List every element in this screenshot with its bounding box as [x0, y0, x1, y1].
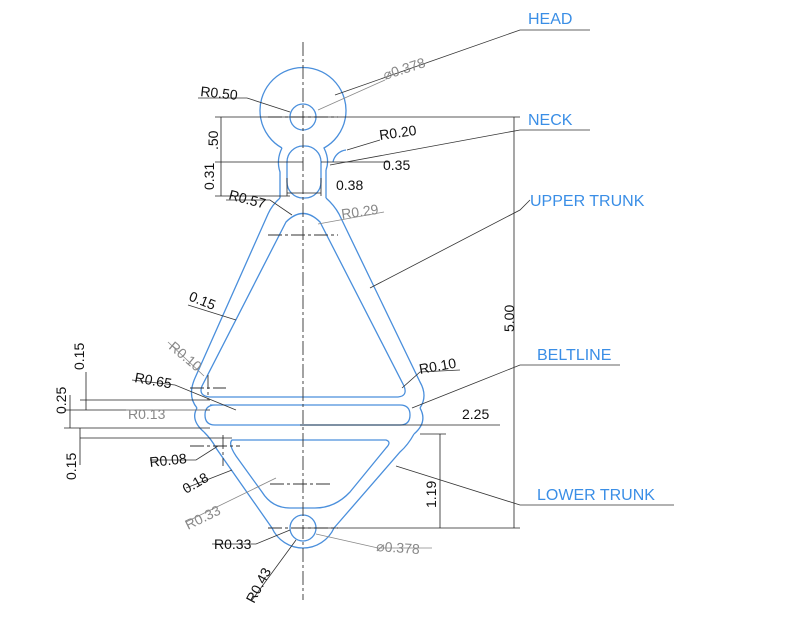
callout-neck: NECK — [528, 112, 573, 129]
callout-head: HEAD — [528, 11, 572, 28]
upper-trunk-inner — [200, 212, 406, 398]
dim-lower-inner-radius: R0.33 — [182, 502, 223, 533]
dim-foot-radius-outer: R0.43 — [243, 565, 275, 606]
foot-outline — [271, 527, 335, 549]
dim-slot-inner-width: 0.38 — [336, 177, 363, 193]
dim-belt-top-wall: 0.15 — [71, 343, 87, 370]
dim-foot-hole-dia: ⌀0.378 — [376, 538, 421, 557]
dim-neck-height: .50 — [205, 130, 221, 150]
dim-belt-end-radius: R0.65 — [133, 369, 173, 391]
callout-beltline: BELTLINE — [537, 347, 611, 364]
dim-neck-radius: R0.20 — [378, 122, 417, 143]
lower-trunk-inner — [230, 439, 390, 509]
dimension-labels: ⌀0.378 R0.50 R0.20 .50 0.35 0.31 0.38 R0… — [53, 54, 517, 605]
dim-head-radius: R0.50 — [200, 83, 239, 103]
leader-lines — [126, 29, 674, 601]
callout-labels: HEAD NECK UPPER TRUNK BELTLINE LOWER TRU… — [528, 11, 655, 504]
dim-belt-width: 2.25 — [462, 406, 489, 422]
head-outline — [259, 66, 347, 171]
dim-lower-corner-radius: R0.08 — [149, 450, 188, 470]
callout-upper-trunk: UPPER TRUNK — [530, 193, 645, 210]
dim-belt-slot-radius: R0.13 — [128, 406, 166, 422]
dim-belt-slot-height: 0.25 — [53, 387, 69, 414]
dim-belt-bottom-wall: 0.15 — [63, 453, 79, 480]
neck-slot — [286, 145, 322, 199]
dim-head-hole-dia: ⌀0.378 — [381, 54, 427, 83]
dim-slot-height: 0.31 — [201, 163, 217, 190]
dim-lower-trunk-height: 1.19 — [423, 481, 439, 508]
callout-lower-trunk: LOWER TRUNK — [537, 487, 655, 504]
dim-foot-radius-inner: R0.33 — [214, 536, 252, 552]
dim-right-inner-radius: R0.10 — [418, 355, 458, 377]
dim-overall-height: 5.00 — [501, 305, 517, 332]
dim-slot-width: 0.35 — [383, 157, 410, 173]
dim-lower-offset: 0.18 — [180, 469, 212, 497]
dimension-lines — [64, 116, 520, 529]
beltline-slot — [204, 404, 411, 426]
upper-trunk-outer — [190, 197, 425, 409]
beltline-outer — [194, 407, 424, 435]
lower-trunk-outer — [203, 431, 415, 529]
dim-shoulder-radius: R0.57 — [227, 186, 267, 211]
dim-upper-inner-radius: R0.29 — [340, 201, 379, 222]
neck-outline — [277, 147, 327, 198]
neck-notch-arc — [332, 149, 347, 163]
